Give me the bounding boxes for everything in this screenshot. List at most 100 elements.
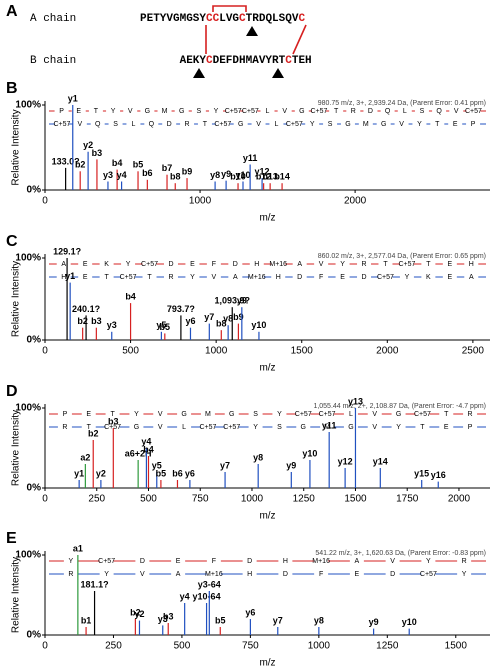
residue: F bbox=[212, 558, 216, 565]
residue-bg bbox=[78, 273, 93, 281]
peak-label: 133.0? bbox=[52, 156, 80, 166]
residue-bg bbox=[129, 410, 144, 418]
residue: L bbox=[403, 108, 407, 115]
residue: C+57 bbox=[465, 108, 482, 115]
residue: D bbox=[168, 261, 173, 268]
residue-bg bbox=[56, 260, 71, 268]
y-tick-label: 0% bbox=[27, 630, 42, 641]
residue: R bbox=[462, 558, 467, 565]
residue-bg bbox=[106, 107, 121, 115]
residue-bg bbox=[277, 107, 292, 115]
residue-bg bbox=[185, 260, 200, 268]
residue-bg bbox=[99, 273, 114, 281]
peak-label: b4 bbox=[125, 291, 136, 301]
panel-letter: D bbox=[6, 383, 18, 400]
residue: T bbox=[334, 108, 339, 115]
residue-bg bbox=[397, 107, 412, 115]
peak-label: 240.1? bbox=[72, 304, 100, 314]
residue-bg bbox=[269, 120, 284, 128]
panel-letter: A bbox=[6, 3, 18, 20]
residue-bg bbox=[81, 423, 96, 431]
residue: R bbox=[168, 274, 173, 281]
x-tick-label: 1000 bbox=[241, 494, 264, 505]
peak-label: y8 bbox=[210, 170, 220, 180]
peak-label: y7 bbox=[204, 312, 214, 322]
residue-bg bbox=[249, 260, 264, 268]
residue-bg bbox=[215, 120, 230, 128]
residue-bg bbox=[439, 423, 454, 431]
peak-label: y5 bbox=[156, 320, 166, 330]
residue-bg bbox=[320, 410, 335, 418]
residue: G bbox=[396, 411, 401, 418]
residue: E bbox=[447, 261, 452, 268]
peak-label: a1 bbox=[73, 543, 83, 553]
residue-bg bbox=[367, 410, 382, 418]
peak-label: y12 bbox=[338, 456, 353, 466]
cleavage-arrow bbox=[272, 68, 284, 78]
residue: A bbox=[297, 261, 302, 268]
residue: C+57 bbox=[286, 121, 303, 128]
residue-bg bbox=[442, 273, 457, 281]
residue-bg bbox=[105, 423, 120, 431]
peak-label: y8 bbox=[314, 615, 324, 625]
peak-label: b12 bbox=[256, 172, 272, 182]
residue: V bbox=[319, 261, 324, 268]
residue-bg bbox=[385, 570, 400, 578]
x-axis-label: m/z bbox=[259, 511, 275, 522]
x-tick-label: 250 bbox=[88, 494, 105, 505]
residue: D bbox=[233, 261, 238, 268]
residue: C+57 bbox=[199, 424, 216, 431]
residue-bg bbox=[463, 410, 478, 418]
residue-bg bbox=[71, 107, 86, 115]
peak-label: b5 bbox=[215, 615, 226, 625]
residue: Y bbox=[104, 571, 109, 578]
residue-bg bbox=[421, 273, 436, 281]
residue-bg bbox=[108, 120, 123, 128]
residue: T bbox=[435, 121, 440, 128]
x-tick-label: 2000 bbox=[448, 494, 471, 505]
residue-bg bbox=[72, 120, 87, 128]
residue-bg bbox=[135, 570, 150, 578]
sequence-segment: LVG bbox=[219, 13, 239, 25]
residue: D bbox=[247, 558, 252, 565]
peak-label: y13 bbox=[348, 396, 363, 406]
peak-label: y12 bbox=[255, 166, 270, 176]
peak-label: y10 bbox=[235, 170, 250, 180]
residue-bg bbox=[463, 423, 478, 431]
peak-label: b14 bbox=[274, 172, 290, 182]
residue: C+57 bbox=[53, 121, 70, 128]
peak-label: y7 bbox=[220, 460, 230, 470]
residue-bg bbox=[449, 107, 464, 115]
residue: R bbox=[351, 108, 356, 115]
sequence-segment: AEKY bbox=[180, 55, 207, 67]
peak-label: y1 bbox=[68, 93, 78, 103]
residue-bg bbox=[63, 570, 78, 578]
peak-label: y9 bbox=[369, 617, 379, 627]
residue: T bbox=[420, 424, 425, 431]
residue-bg bbox=[357, 273, 372, 281]
residue: R bbox=[468, 411, 473, 418]
peak-label: a2 bbox=[80, 452, 90, 462]
residue-bg bbox=[177, 410, 192, 418]
residue-bg bbox=[121, 260, 136, 268]
residue: A bbox=[176, 571, 181, 578]
residue-bg bbox=[57, 423, 72, 431]
peak-label: y11 bbox=[243, 153, 258, 163]
residue-bg bbox=[78, 260, 93, 268]
x-tick-label: 1250 bbox=[293, 494, 316, 505]
inter-chain-bond bbox=[292, 24, 307, 55]
peak-label: y3 bbox=[103, 170, 113, 180]
residue-bg bbox=[421, 557, 436, 565]
peak-label: y2 bbox=[134, 609, 144, 619]
x-tick-label: 500 bbox=[122, 346, 139, 357]
precursor-info: 541.22 m/z, 3+, 1,620.63 Da, (Parent Err… bbox=[315, 550, 486, 557]
peak-label: b4 bbox=[143, 444, 154, 454]
residue: C+57 bbox=[225, 108, 242, 115]
peak-label: b5 bbox=[160, 322, 171, 332]
chain-name: B chain bbox=[30, 55, 76, 67]
x-axis-label: m/z bbox=[259, 363, 275, 374]
residue: C+57 bbox=[319, 411, 336, 418]
peak-label: b8 bbox=[216, 319, 227, 329]
cleavage-arrow bbox=[193, 68, 205, 78]
